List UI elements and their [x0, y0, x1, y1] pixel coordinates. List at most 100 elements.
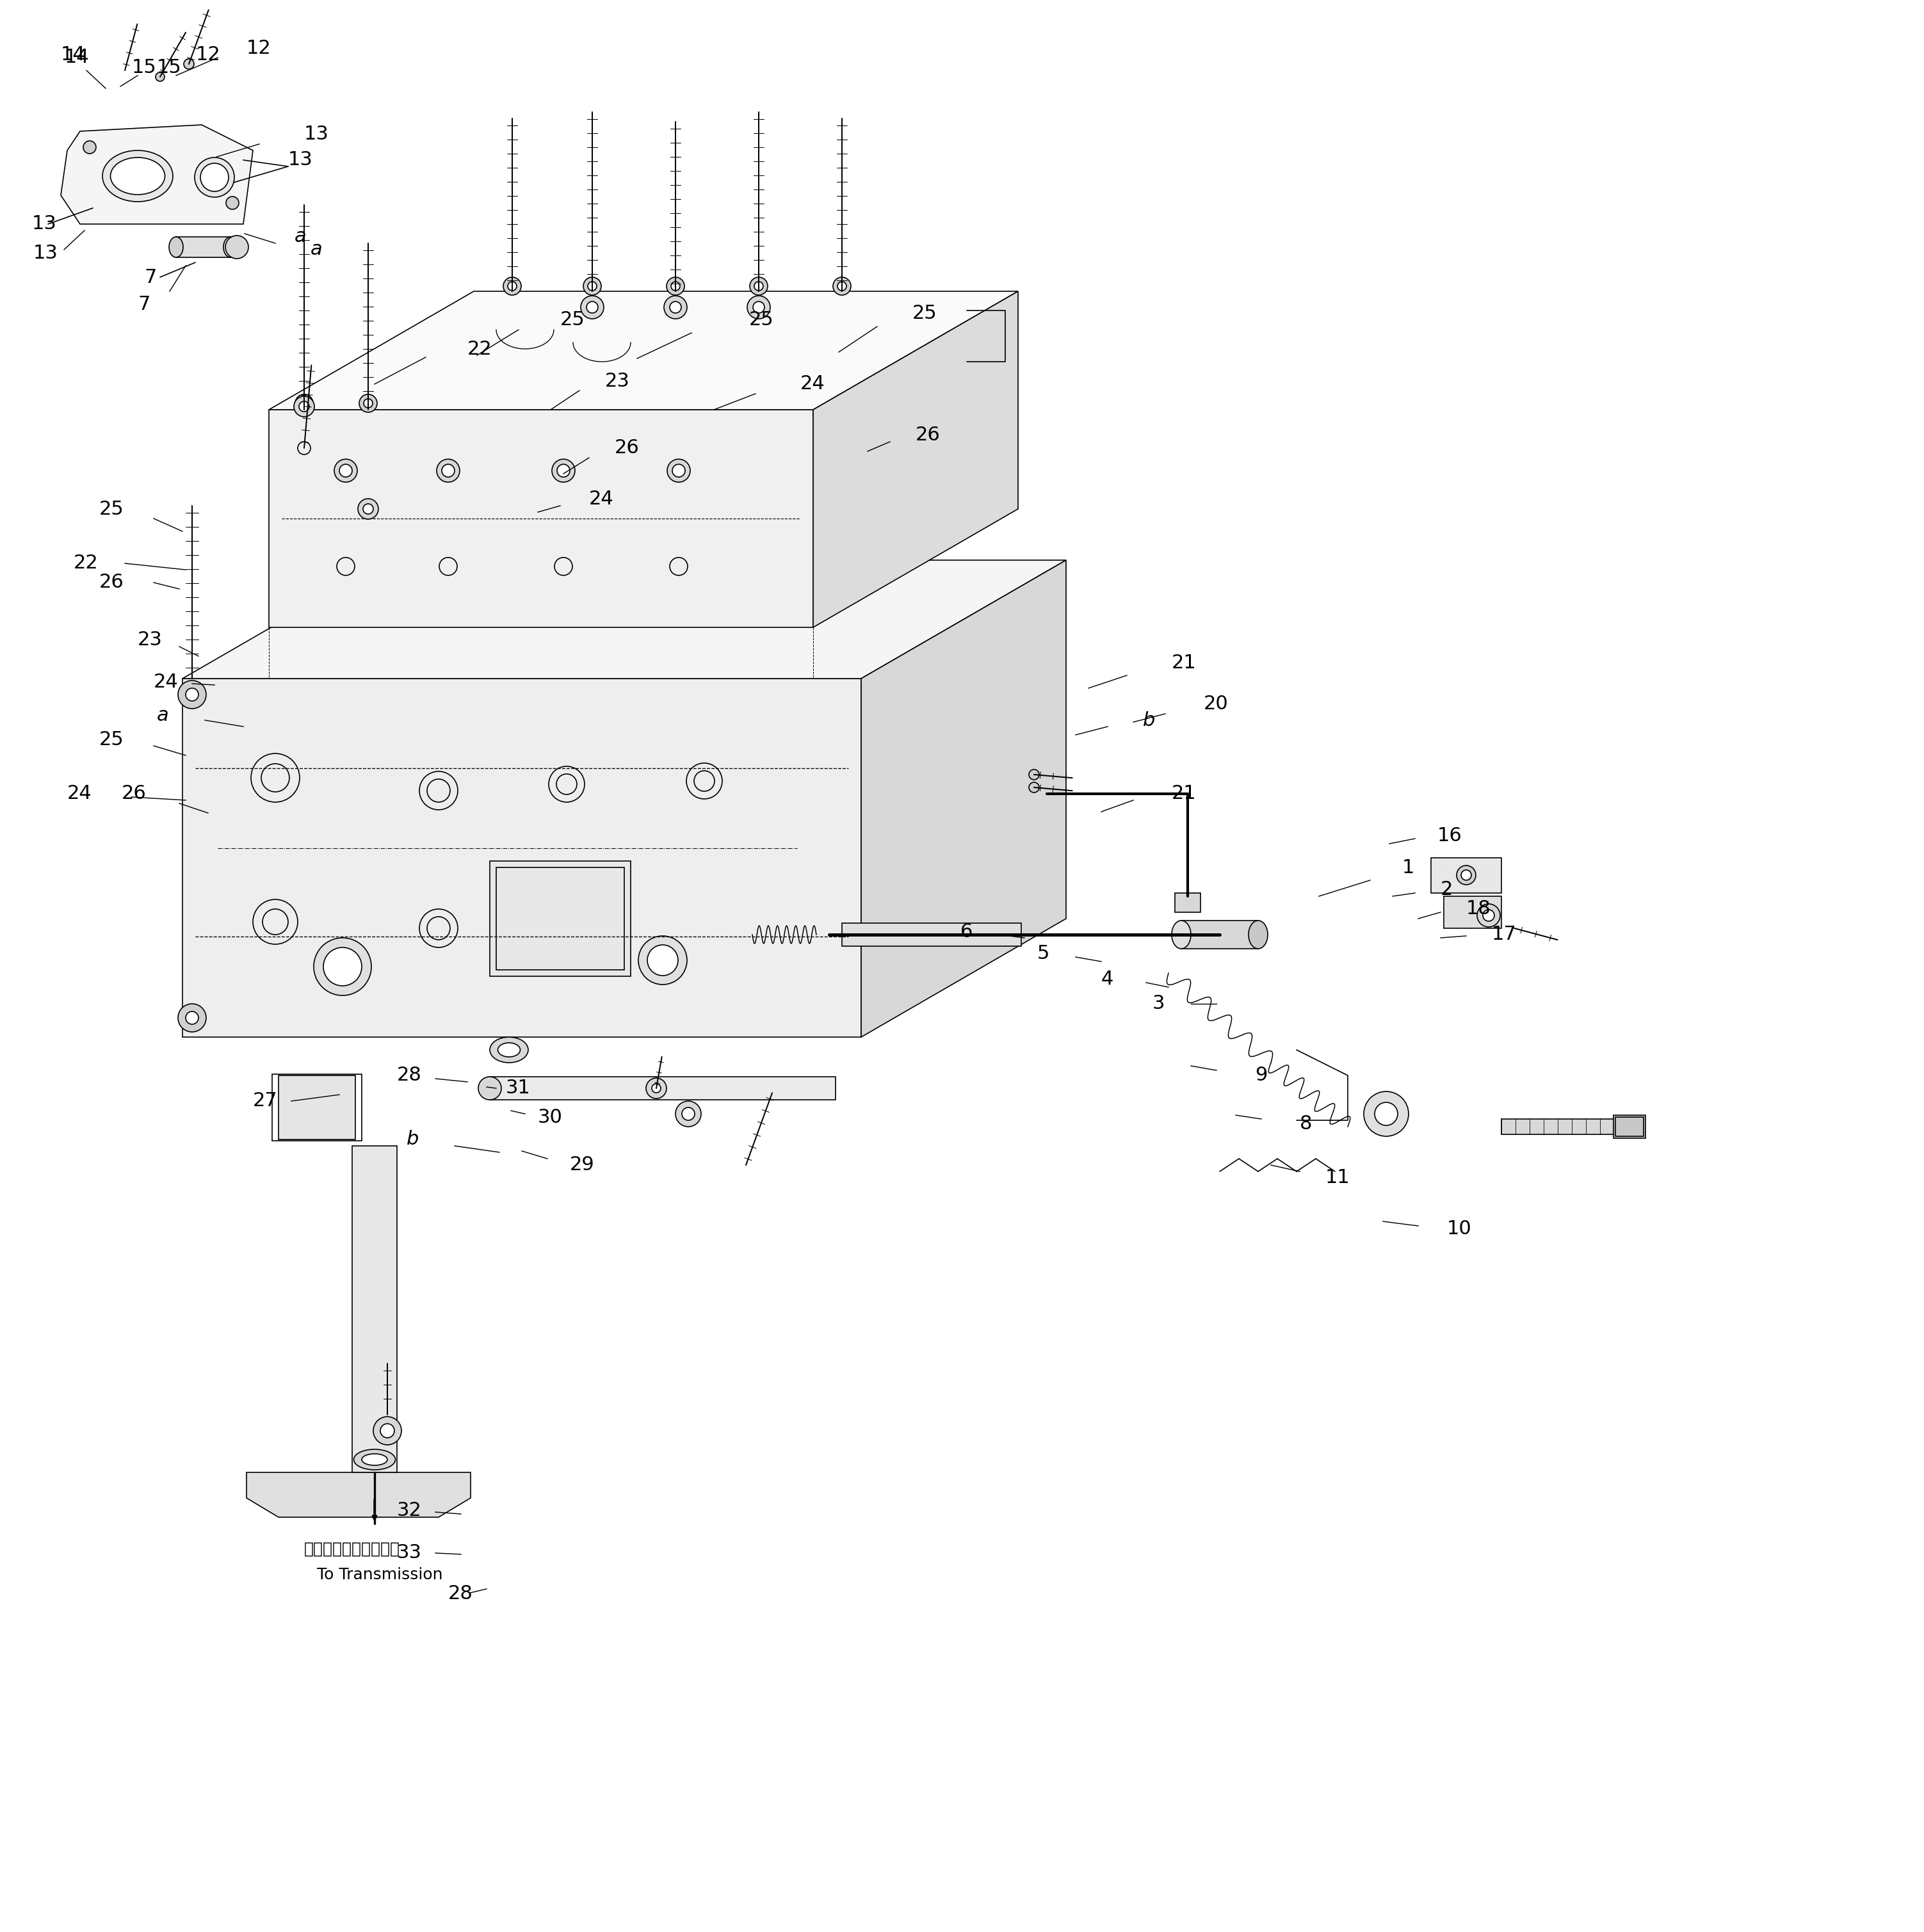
Bar	[1181, 920, 1258, 949]
Bar	[1614, 1115, 1645, 1138]
Text: 7: 7	[139, 296, 150, 313]
Ellipse shape	[491, 1037, 529, 1063]
Text: 28: 28	[396, 1066, 421, 1084]
Circle shape	[479, 1076, 502, 1099]
Circle shape	[681, 1107, 695, 1121]
Polygon shape	[246, 1472, 471, 1517]
Text: 18: 18	[1466, 900, 1491, 918]
Text: 28: 28	[448, 1584, 473, 1604]
Text: 10: 10	[1447, 1219, 1472, 1238]
Bar	[1501, 1119, 1630, 1134]
Text: 11: 11	[1326, 1169, 1351, 1186]
Circle shape	[664, 296, 687, 319]
Circle shape	[1029, 769, 1039, 781]
Circle shape	[587, 301, 598, 313]
Circle shape	[83, 141, 96, 155]
Polygon shape	[183, 678, 862, 1037]
Text: 6: 6	[960, 922, 974, 941]
Ellipse shape	[223, 238, 237, 257]
Bar	[177, 238, 231, 257]
Circle shape	[552, 460, 575, 483]
Circle shape	[587, 282, 596, 290]
Text: 24: 24	[800, 375, 825, 394]
Circle shape	[364, 504, 373, 514]
Polygon shape	[62, 126, 252, 224]
Circle shape	[833, 276, 850, 296]
Circle shape	[639, 935, 687, 985]
Circle shape	[335, 460, 358, 483]
Circle shape	[156, 71, 165, 81]
Circle shape	[187, 1012, 198, 1024]
Circle shape	[314, 937, 371, 995]
Circle shape	[754, 282, 764, 290]
Circle shape	[1029, 782, 1039, 792]
Text: 24: 24	[589, 491, 614, 508]
Text: 23: 23	[604, 371, 629, 390]
Circle shape	[294, 396, 314, 417]
Text: 26: 26	[614, 439, 639, 458]
Text: a: a	[310, 240, 323, 259]
Circle shape	[381, 1424, 394, 1437]
Text: 13: 13	[33, 214, 58, 234]
Text: 25: 25	[560, 311, 585, 328]
Circle shape	[298, 402, 310, 412]
Circle shape	[508, 282, 518, 290]
Bar	[491, 862, 631, 976]
Text: 26: 26	[916, 427, 941, 444]
Text: 16: 16	[1437, 827, 1462, 844]
Circle shape	[747, 296, 770, 319]
Circle shape	[373, 1416, 402, 1445]
Text: 24: 24	[67, 784, 92, 804]
Circle shape	[752, 301, 764, 313]
Text: 25: 25	[100, 500, 123, 518]
Circle shape	[837, 282, 847, 290]
Circle shape	[179, 680, 206, 709]
Circle shape	[185, 58, 194, 70]
Polygon shape	[814, 292, 1018, 628]
Ellipse shape	[194, 158, 235, 197]
Ellipse shape	[498, 1043, 519, 1057]
Circle shape	[179, 1005, 206, 1032]
Bar	[279, 1076, 356, 1140]
Circle shape	[358, 498, 379, 520]
Text: 8: 8	[1301, 1115, 1312, 1132]
Bar	[496, 867, 623, 970]
Text: b: b	[406, 1130, 419, 1150]
Polygon shape	[183, 560, 1066, 678]
Circle shape	[670, 301, 681, 313]
Circle shape	[581, 296, 604, 319]
Text: 15: 15	[131, 58, 156, 77]
Text: b: b	[1143, 711, 1154, 730]
Circle shape	[294, 394, 314, 412]
Text: a: a	[158, 707, 169, 724]
Ellipse shape	[1249, 920, 1268, 949]
Circle shape	[666, 276, 685, 296]
Polygon shape	[269, 410, 814, 628]
Bar	[491, 1076, 835, 1099]
Circle shape	[652, 1084, 660, 1094]
Circle shape	[646, 1078, 666, 1099]
Bar	[271, 1074, 362, 1140]
Circle shape	[750, 276, 768, 296]
Text: 25: 25	[912, 305, 937, 323]
Circle shape	[1374, 1103, 1397, 1126]
Circle shape	[437, 460, 460, 483]
Text: 20: 20	[1204, 696, 1229, 713]
Text: 7: 7	[144, 269, 156, 286]
Text: 25: 25	[748, 311, 773, 328]
Ellipse shape	[362, 1453, 387, 1464]
Circle shape	[1478, 904, 1501, 927]
Text: 12: 12	[246, 39, 271, 58]
Text: 31: 31	[506, 1078, 531, 1097]
Ellipse shape	[354, 1449, 394, 1470]
Text: トランスミッションへ: トランスミッションへ	[304, 1542, 400, 1557]
Text: 23: 23	[139, 632, 162, 649]
Text: 4: 4	[1101, 970, 1114, 989]
Text: 27: 27	[252, 1092, 277, 1111]
Ellipse shape	[1172, 920, 1191, 949]
Ellipse shape	[169, 238, 183, 257]
Text: 14: 14	[63, 48, 89, 68]
Ellipse shape	[102, 151, 173, 201]
Text: 13: 13	[289, 151, 314, 170]
Circle shape	[671, 464, 685, 477]
